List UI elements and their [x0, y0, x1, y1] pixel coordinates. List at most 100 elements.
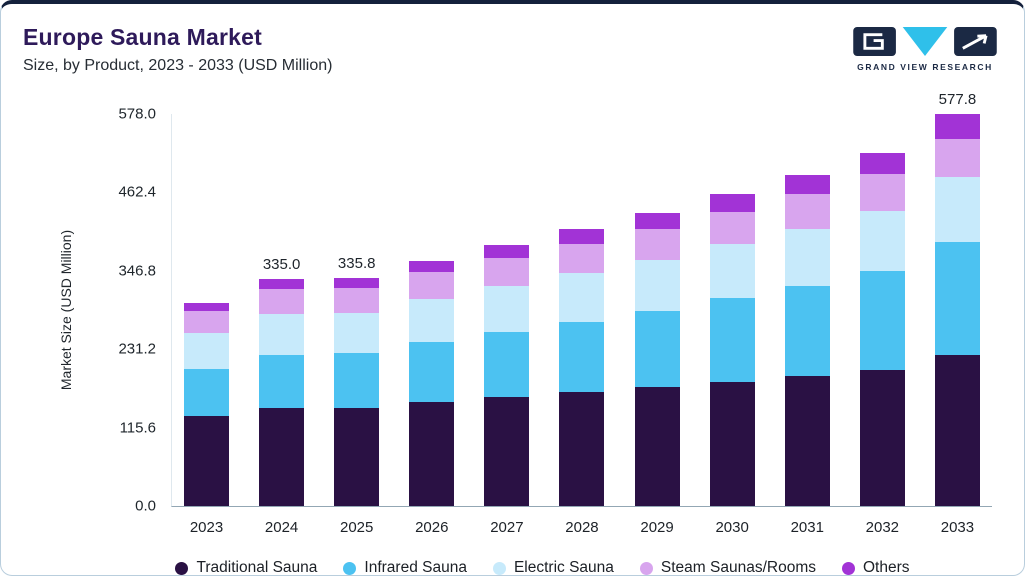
x-tick-label: 2026: [415, 519, 449, 536]
bar-segment-others: [634, 213, 680, 229]
bar-segment-steam-saunas-rooms: [259, 289, 305, 315]
bar-2029: 2029: [634, 114, 680, 536]
legend-item-traditional-sauna: Traditional Sauna: [175, 559, 317, 575]
bar-segment-electric-sauna: [334, 313, 380, 354]
bar-segment-electric-sauna: [859, 211, 905, 272]
gvr-logo-icon: [853, 26, 997, 57]
bar-segment-steam-saunas-rooms: [409, 272, 455, 300]
bar-2033: 577.8 2033: [934, 91, 980, 536]
y-tick-label: 115.6: [119, 419, 156, 437]
bar-2030: 2030: [709, 114, 755, 536]
bar-segment-traditional-sauna: [484, 396, 530, 506]
bar-segment-steam-saunas-rooms: [709, 211, 755, 245]
bar-segment-traditional-sauna: [784, 376, 830, 506]
y-tick-label: 578.0: [118, 105, 156, 123]
bar-segment-electric-sauna: [634, 259, 680, 311]
y-tick-label: 231.2: [118, 340, 156, 358]
bar-segment-steam-saunas-rooms: [484, 257, 530, 287]
x-tick-label: 2030: [715, 519, 749, 536]
x-tick-label: 2027: [490, 519, 524, 536]
bar-segment-steam-saunas-rooms: [184, 310, 229, 334]
y-axis-title: Market Size (USD Million): [58, 229, 74, 391]
legend-item-others: Others: [841, 559, 910, 576]
bar-segment-traditional-sauna: [334, 407, 380, 506]
bar-segment-infrared-sauna: [784, 285, 830, 377]
y-tick-label: 462.4: [118, 183, 156, 201]
legend-label: Infrared Sauna: [364, 559, 467, 576]
bar-2027: 2027: [484, 114, 530, 536]
bar-segment-electric-sauna: [409, 299, 455, 342]
bar-segment-infrared-sauna: [634, 310, 680, 388]
legend-item-electric-sauna: Electric Sauna: [492, 559, 614, 576]
x-tick-label: 2029: [640, 519, 674, 536]
bar-segment-traditional-sauna: [184, 416, 229, 506]
bar-segment-others: [184, 302, 229, 311]
bar-segment-infrared-sauna: [409, 341, 455, 402]
bar-segment-infrared-sauna: [484, 331, 530, 397]
bar-segment-infrared-sauna: [184, 369, 229, 417]
bar-segment-steam-saunas-rooms: [859, 174, 905, 211]
bar-segment-infrared-sauna: [859, 271, 905, 371]
bar-segment-infrared-sauna: [259, 354, 305, 409]
header: Europe Sauna Market Size, by Product, 20…: [1, 4, 1024, 102]
bar-segment-others: [859, 153, 905, 175]
legend-swatch: [343, 561, 357, 575]
bar-segment-electric-sauna: [184, 333, 229, 370]
legend-label: Others: [862, 559, 910, 576]
bar-2025: 335.8 2025: [334, 114, 380, 536]
x-tick-label: 2028: [565, 519, 599, 536]
bar-segment-electric-sauna: [559, 273, 605, 322]
plot-area: Market Size (USD Million) 0.0 115.6 231.2 3…: [58, 91, 992, 536]
bar-total-label: 335.0: [262, 255, 301, 273]
bar-2024: 335.0 2024: [259, 114, 305, 536]
bar-total-label: 577.8: [938, 91, 977, 109]
bars: 2023 335.0 2024 335.8 2025 2026 2027 2028 2029 20…: [172, 91, 992, 536]
bar-segment-electric-sauna: [934, 177, 980, 242]
legend-item-steam-saunas-rooms: Steam Saunas/Rooms: [639, 559, 816, 576]
bar-segment-steam-saunas-rooms: [634, 228, 680, 260]
bar-segment-traditional-sauna: [559, 392, 605, 506]
bar-segment-traditional-sauna: [634, 387, 680, 506]
y-tick-label: 0.0: [135, 497, 156, 515]
x-tick-label: 2025: [340, 519, 374, 536]
bar-segment-electric-sauna: [259, 314, 305, 355]
x-tick-label: 2032: [865, 519, 900, 536]
bar-2032: 2032: [859, 114, 905, 536]
bar-segment-traditional-sauna: [859, 370, 905, 506]
bar-segment-infrared-sauna: [334, 353, 380, 408]
header-titles: Europe Sauna Market Size, by Product, 20…: [23, 24, 332, 75]
x-tick-label: 2031: [790, 519, 824, 536]
legend-label: Steam Saunas/Rooms: [660, 559, 816, 576]
x-tick-label: 2023: [189, 519, 224, 536]
bar-segment-traditional-sauna: [259, 408, 305, 506]
legend-swatch: [639, 561, 653, 575]
bar-segment-steam-saunas-rooms: [334, 288, 380, 314]
bar-segment-others: [559, 229, 605, 244]
x-tick-label: 2024: [264, 519, 299, 536]
page-subtitle: Size, by Product, 2023 - 2033 (USD Milli…: [23, 57, 333, 74]
bar-segment-infrared-sauna: [934, 241, 980, 356]
gvr-logo: GRAND VIEW RESEARCH: [852, 26, 998, 72]
bar-segment-others: [784, 175, 830, 195]
y-tick-label: 346.8: [118, 262, 156, 280]
bar-2023: 2023: [184, 114, 229, 536]
bar-2026: 2026: [409, 114, 455, 536]
bar-segment-others: [259, 278, 305, 289]
gvr-logo-text: GRAND VIEW RESEARCH: [857, 62, 993, 72]
page-title: Europe Sauna Market: [23, 24, 262, 50]
bar-segment-infrared-sauna: [559, 321, 605, 393]
bar-segment-electric-sauna: [484, 286, 530, 332]
bar-segment-steam-saunas-rooms: [934, 139, 980, 178]
bar-total-label: 335.8: [337, 255, 376, 273]
chart: Market Size (USD Million) 0.0 115.6 231.2 3…: [1, 91, 1024, 576]
bar-segment-traditional-sauna: [934, 355, 980, 506]
legend-item-infrared-sauna: Infrared Sauna: [343, 559, 467, 576]
x-tick-label: 2033: [940, 519, 975, 536]
legend-label: Electric Sauna: [513, 559, 614, 576]
bar-segment-others: [334, 278, 380, 289]
bar-segment-infrared-sauna: [709, 298, 755, 382]
legend: Traditional Sauna Infrared Sauna Electric …: [61, 559, 1024, 576]
bar-segment-electric-sauna: [784, 228, 830, 286]
legend-swatch: [492, 561, 506, 575]
